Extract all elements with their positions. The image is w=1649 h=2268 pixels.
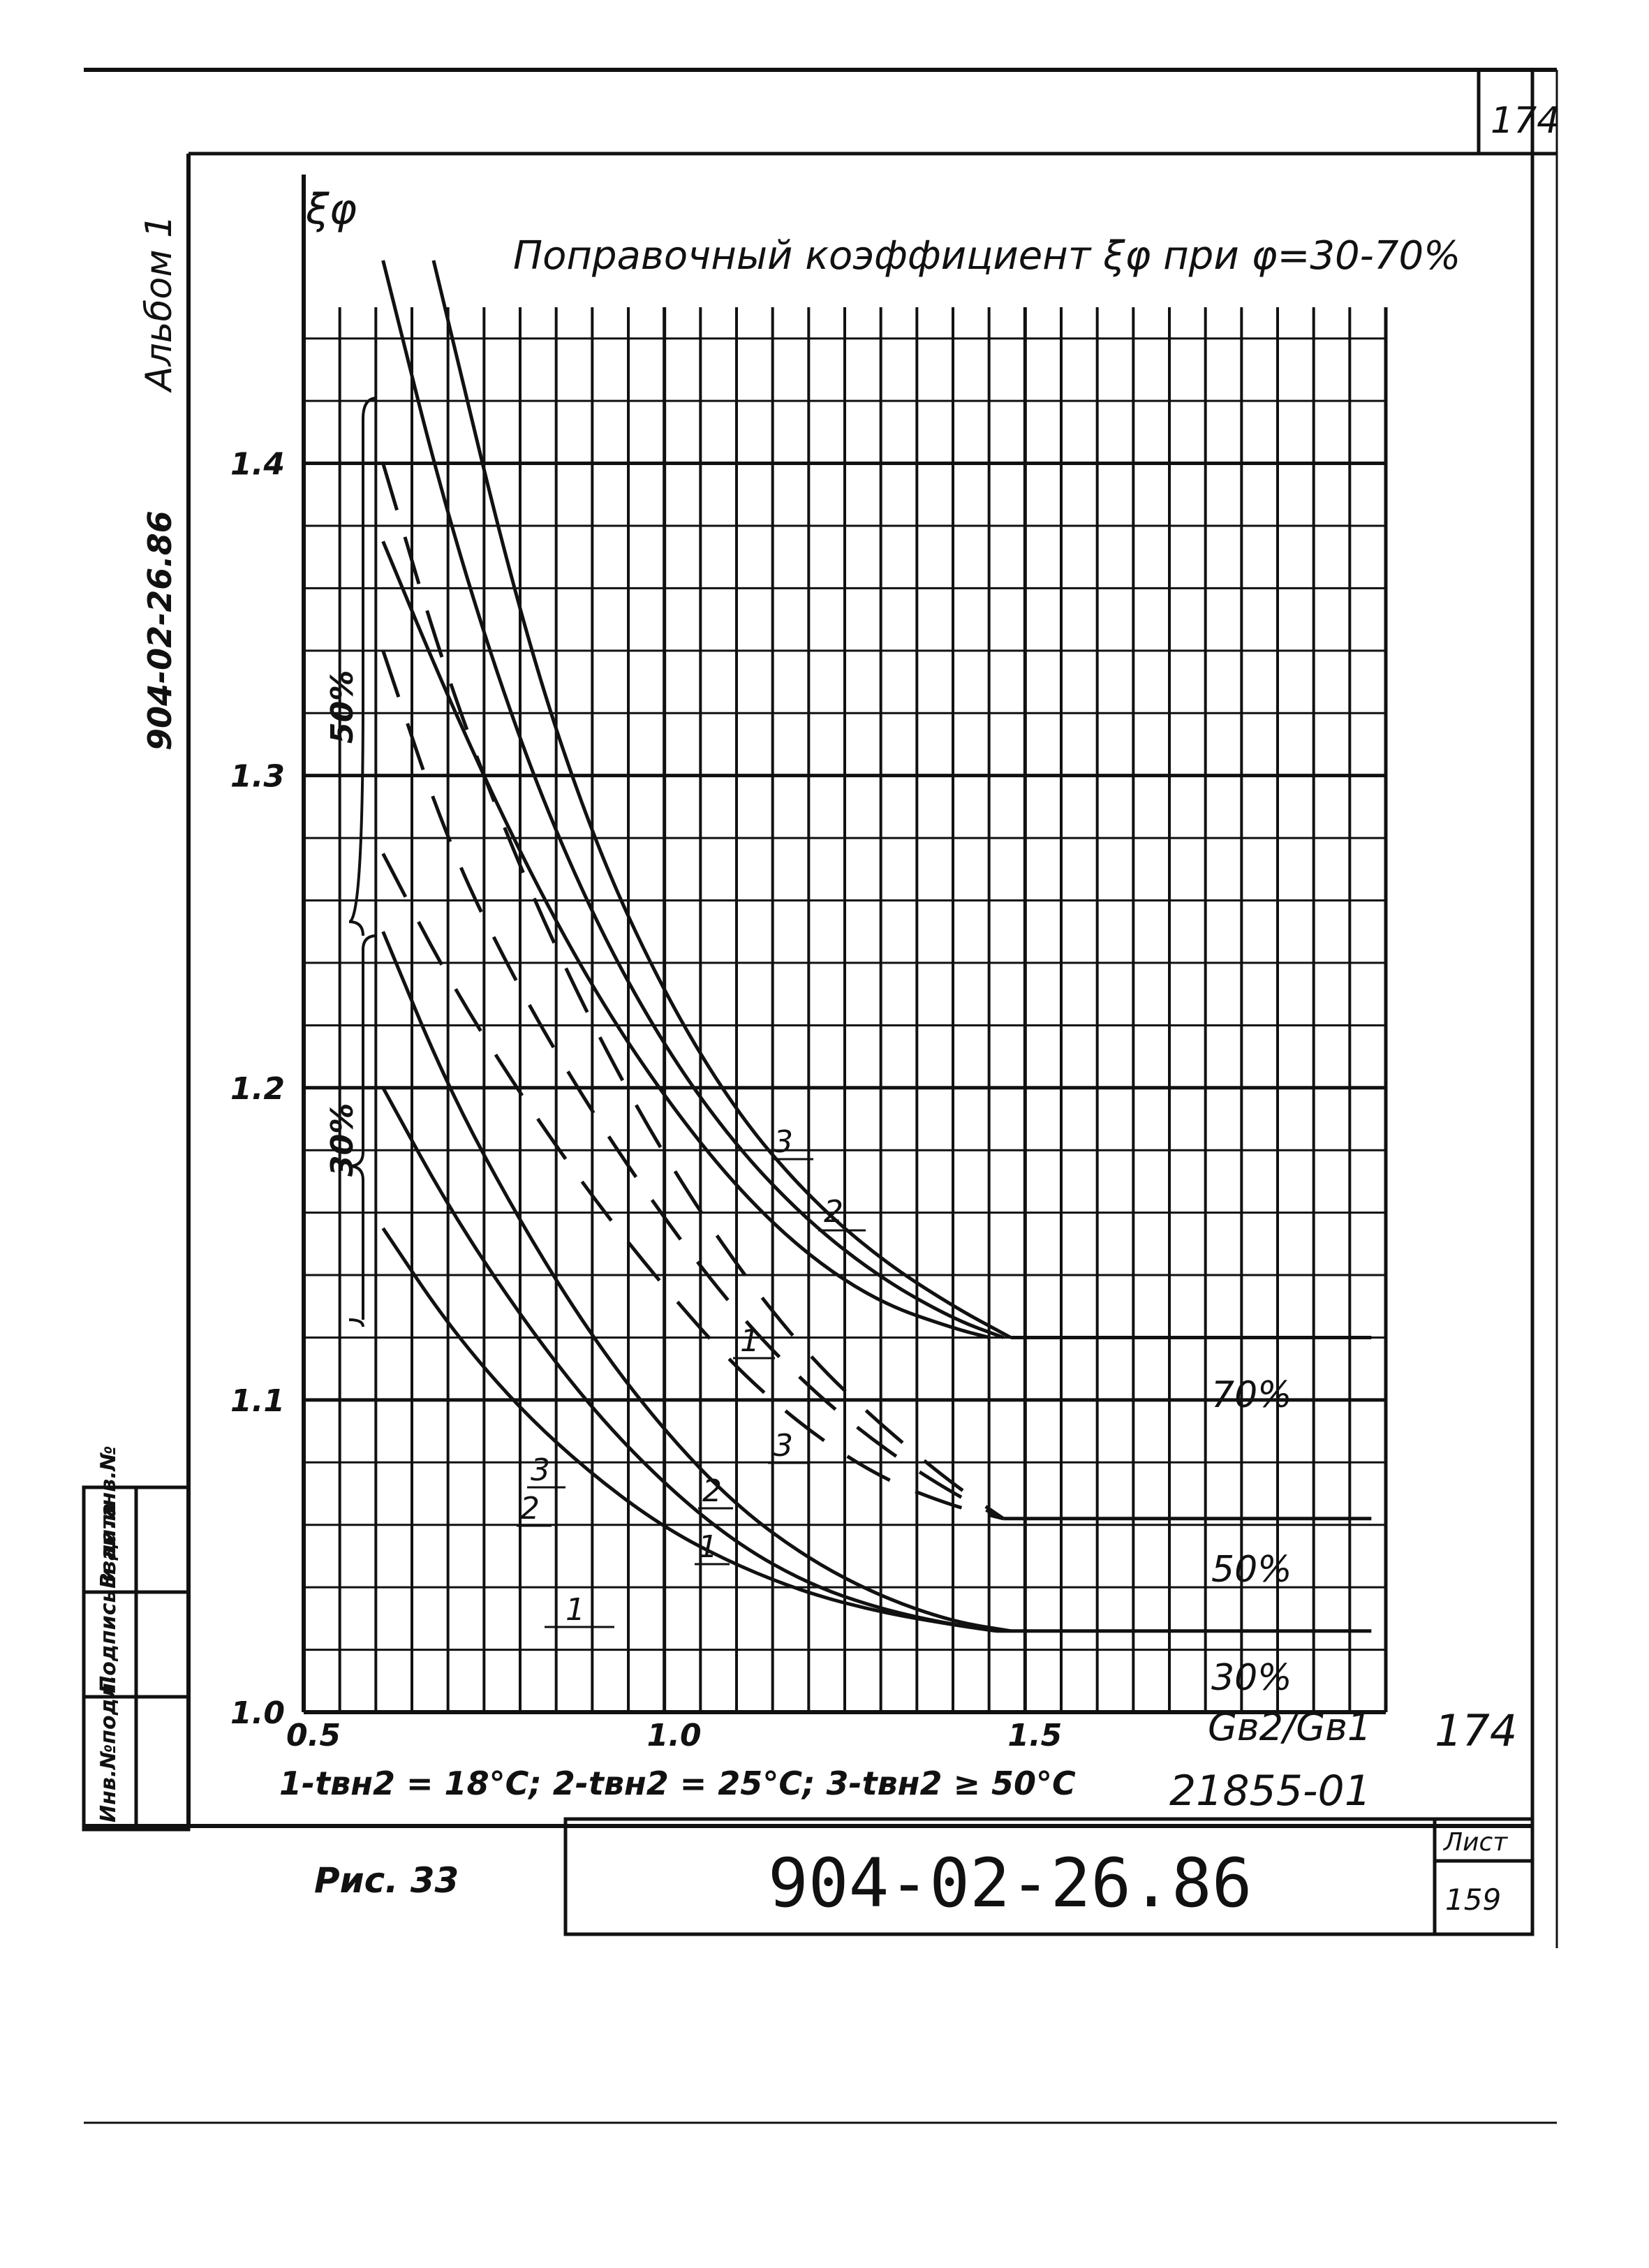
y-tick-label: 1.3 [230, 759, 285, 795]
curve-30-1 [381, 1227, 997, 1633]
x-tick-label: 1.0 [647, 1718, 702, 1753]
sheet-number: 159 [1445, 1883, 1501, 1917]
side-doc-code: 904-02-26.86 [141, 510, 179, 751]
curve-label-50-1: 1 [698, 1529, 718, 1565]
chart-tick-labels: 1.01.11.21.31.40.5 1.0 1.5 [230, 447, 1062, 1753]
curve-70-2 [381, 260, 1005, 1339]
legend-text: 1-tвн2 = 18°С; 2-tвн2 = 25°С; 3-tвн2 ≥ 5… [279, 1765, 1076, 1802]
curve-label-30-2: 2 [520, 1491, 540, 1526]
y-axis-label: ξφ [305, 185, 357, 234]
curve-70-1 [381, 540, 990, 1339]
stamp-label-replacement: Взам.инв.№ [96, 1445, 121, 1589]
title-block [563, 1817, 1535, 1936]
curve-label-50-3: 3 [774, 1428, 793, 1464]
chart-title: Поправочный коэффициент ξφ при φ=30-70% [513, 233, 1461, 279]
curve-50-2 [381, 650, 1005, 1521]
y-tick-label: 1.0 [230, 1695, 285, 1731]
album-label: Альбом 1 [138, 215, 180, 393]
left-stamp-boxes [82, 1485, 191, 1832]
handwritten-page-number: 174 [1435, 1705, 1517, 1756]
bracket-label-30: 30% [325, 1103, 360, 1177]
sheet-label: Лист [1442, 1828, 1508, 1857]
x-tick-label: 0.5 [286, 1718, 341, 1753]
curve-label-70-1: 1 [740, 1323, 760, 1359]
y-tick-label: 1.1 [230, 1383, 285, 1419]
curve-labels: 3 2 1 3 2 1 3 2 1 [520, 1124, 843, 1628]
figure-label: Рис. 33 [314, 1860, 459, 1901]
corner-page-number: 174 [1491, 100, 1560, 142]
document-number: 904-02-26.86 [768, 1844, 1252, 1922]
correction-coefficient-chart: 1.01.11.21.31.40.5 1.0 1.5 [230, 175, 1388, 1753]
group-label-30: 30% [1211, 1657, 1292, 1699]
range-braces [348, 397, 378, 1327]
chart-curves [381, 260, 1372, 1633]
curve-label-30-3: 3 [531, 1452, 550, 1488]
curve-30-3 [381, 931, 1012, 1633]
bracket-label-50: 50% [325, 670, 360, 744]
x-tick-label: 1.5 [1007, 1718, 1062, 1753]
curve-label-30-1: 1 [565, 1592, 585, 1628]
sheet-frame [84, 68, 1558, 2124]
stamp-label-inventory: Инв.№подл. [96, 1675, 121, 1822]
stamp-label-signature: Подпись и дата [96, 1503, 121, 1693]
x-axis-label: Gв2/Gв1 [1208, 1705, 1371, 1749]
curve-30-2 [381, 1087, 1004, 1633]
group-label-70: 70% [1211, 1374, 1292, 1416]
group-label-50: 50% [1211, 1549, 1292, 1591]
curve-label-leaders [517, 1158, 866, 1628]
y-tick-label: 1.2 [230, 1071, 285, 1107]
curve-70-3 [431, 260, 1012, 1339]
curve-label-70-2: 2 [824, 1194, 843, 1230]
inventory-number: 21855-01 [1169, 1767, 1371, 1816]
y-tick-label: 1.4 [230, 447, 285, 483]
curve-50-1 [381, 853, 1004, 1521]
curve-label-70-3: 3 [774, 1124, 793, 1160]
chart-grid [302, 175, 1388, 1714]
curve-label-50-2: 2 [702, 1473, 722, 1509]
